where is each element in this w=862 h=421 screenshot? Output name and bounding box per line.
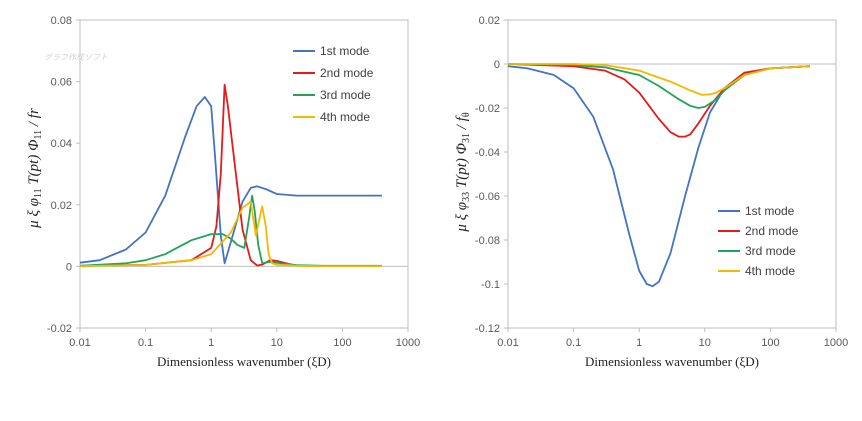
legend-label-mode-3: 3rd mode bbox=[320, 88, 371, 102]
y-tick-label: -0.02 bbox=[47, 323, 72, 335]
x-tick-label: 100 bbox=[333, 337, 351, 349]
watermark-text: グラフ作成ソフト bbox=[44, 53, 108, 62]
legend-label-mode-3: 3rd mode bbox=[745, 244, 796, 258]
y-tick-label: -0.02 bbox=[475, 103, 500, 115]
y-tick-label: 0.04 bbox=[51, 138, 72, 150]
chart-right-phi31: 0.01 0.1 1 10 100 1000 -0.12 -0.1 -0.08 -0.06 -0.0… bbox=[454, 15, 848, 369]
x-tick-label: 100 bbox=[761, 337, 779, 349]
x-tick-label: 10 bbox=[271, 337, 283, 349]
x-tick-label: 1 bbox=[208, 337, 214, 349]
legend-label-mode-1: 1st mode bbox=[745, 204, 795, 218]
legend-label-mode-4: 4th mode bbox=[745, 264, 795, 278]
plot-frame bbox=[507, 19, 837, 329]
y-tick-label: -0.04 bbox=[475, 147, 500, 159]
x-tick-label: 0.1 bbox=[138, 337, 153, 349]
series-line-mode-4 bbox=[508, 63, 810, 96]
series-line-mode-3 bbox=[79, 194, 382, 267]
x-tick-label: 0.01 bbox=[69, 337, 90, 349]
chart-left-phi11: 0.01 0.1 1 10 100 1000 -0.02 0 0.02 0.04 0.06 0.08 1… bbox=[26, 15, 420, 369]
legend: 1st mode 2nd mode 3rd mode 4th mode bbox=[293, 44, 374, 124]
legend-label-mode-2: 2nd mode bbox=[745, 224, 799, 238]
legend-label-mode-2: 2nd mode bbox=[320, 66, 374, 80]
x-tick-label: 1000 bbox=[396, 337, 420, 349]
x-tick-label: 1 bbox=[636, 337, 642, 349]
x-axis-label: Dimensionless wavenumber (ξD) bbox=[585, 354, 759, 369]
plot-frame bbox=[79, 19, 409, 329]
y-tick-label: -0.1 bbox=[481, 279, 500, 291]
y-tick-label: -0.08 bbox=[475, 235, 500, 247]
y-tick-label: 0 bbox=[66, 261, 72, 273]
y-tick-label: -0.06 bbox=[475, 191, 500, 203]
y-axis-label: μ ξ φ11 T(pt) Φ11 / fr bbox=[26, 108, 44, 229]
x-tick-label: 0.1 bbox=[566, 337, 581, 349]
x-axis-label: Dimensionless wavenumber (ξD) bbox=[157, 354, 331, 369]
y-tick-label: 0 bbox=[494, 59, 500, 71]
series-line-mode-1 bbox=[79, 96, 382, 265]
series-line-mode-4 bbox=[79, 200, 382, 267]
x-tick-label: 10 bbox=[699, 337, 711, 349]
legend-label-mode-4: 4th mode bbox=[320, 110, 370, 124]
x-tick-label: 1000 bbox=[824, 337, 848, 349]
x-tick-label: 0.01 bbox=[497, 337, 518, 349]
legend: 1st mode 2nd mode 3rd mode 4th mode bbox=[718, 204, 799, 278]
series-line-mode-2 bbox=[507, 63, 810, 138]
legend-label-mode-1: 1st mode bbox=[320, 44, 370, 58]
y-tick-label: 0.02 bbox=[51, 200, 72, 212]
y-tick-label: -0.12 bbox=[475, 323, 500, 335]
y-tick-label: 0.06 bbox=[51, 77, 72, 89]
y-axis-label: μ ξ φ33 T(pt) Φ31 / fθ bbox=[454, 112, 472, 233]
y-tick-label: 0.02 bbox=[479, 15, 500, 27]
y-tick-label: 0.08 bbox=[51, 15, 72, 27]
